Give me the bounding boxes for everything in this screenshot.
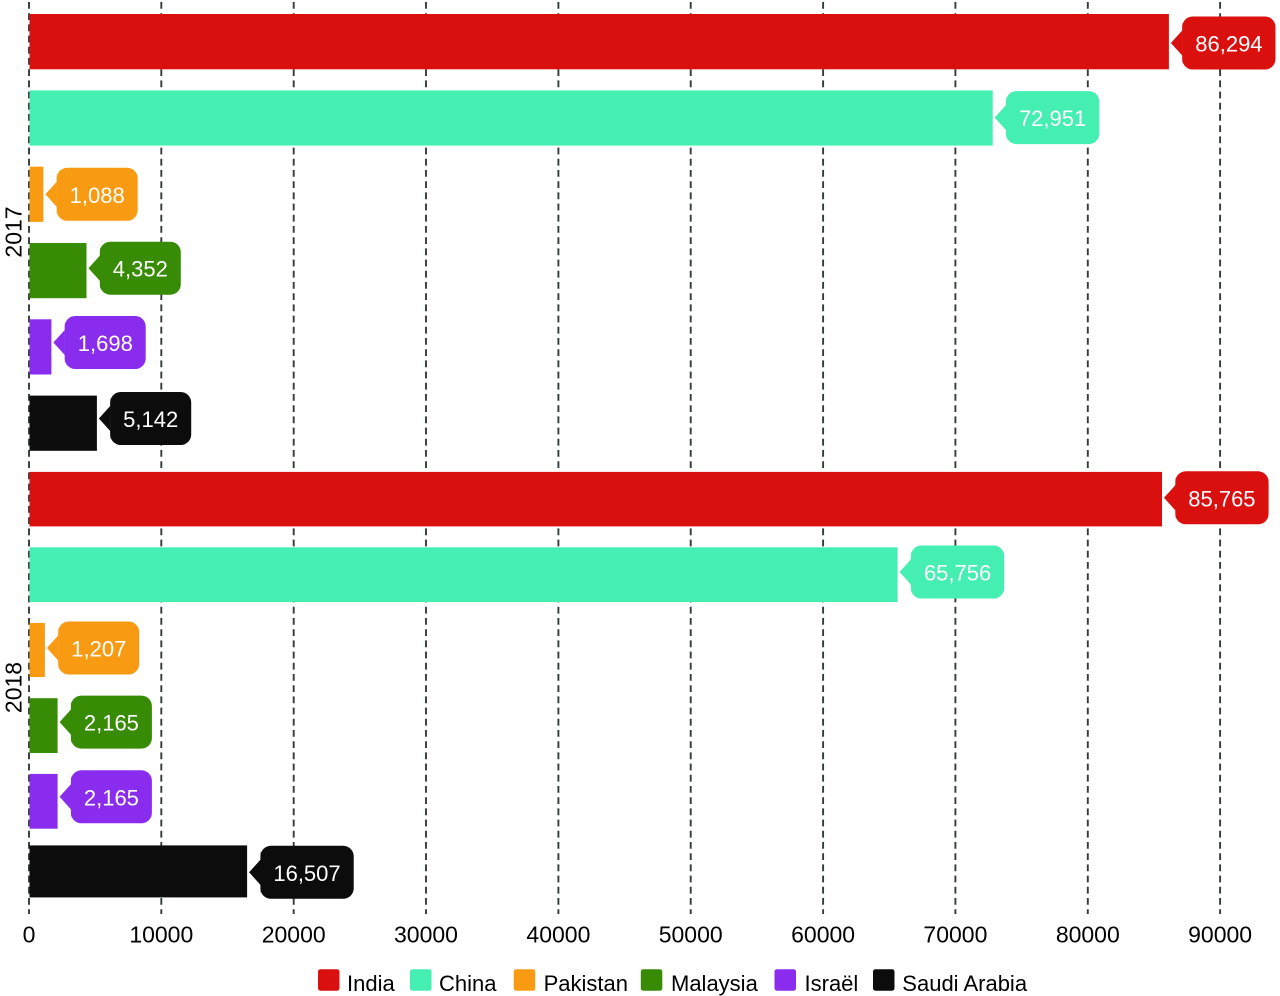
svg-text:Pakistan: Pakistan — [544, 971, 628, 996]
svg-text:90000: 90000 — [1188, 922, 1252, 948]
svg-text:80000: 80000 — [1056, 922, 1120, 948]
svg-text:86,294: 86,294 — [1195, 32, 1262, 57]
svg-text:40000: 40000 — [526, 922, 590, 948]
svg-text:30000: 30000 — [394, 922, 458, 948]
svg-text:5,142: 5,142 — [123, 407, 178, 432]
svg-text:1,698: 1,698 — [78, 331, 133, 356]
svg-text:1,088: 1,088 — [70, 183, 125, 208]
svg-text:70000: 70000 — [923, 922, 987, 948]
svg-text:2,165: 2,165 — [84, 711, 139, 736]
svg-text:85,765: 85,765 — [1188, 486, 1255, 511]
svg-text:20000: 20000 — [262, 922, 326, 948]
svg-text:50000: 50000 — [659, 922, 723, 948]
svg-text:4,352: 4,352 — [113, 257, 168, 282]
svg-text:India: India — [347, 971, 395, 996]
svg-text:65,756: 65,756 — [924, 561, 991, 586]
svg-text:0: 0 — [23, 922, 36, 948]
svg-text:Israël: Israël — [805, 971, 859, 996]
svg-text:Malaysia: Malaysia — [671, 971, 759, 996]
svg-text:2017: 2017 — [1, 206, 27, 257]
svg-text:16,507: 16,507 — [273, 861, 340, 886]
svg-text:72,951: 72,951 — [1019, 106, 1086, 131]
svg-text:1,207: 1,207 — [71, 637, 126, 662]
svg-text:2018: 2018 — [1, 662, 27, 713]
svg-text:10000: 10000 — [129, 922, 193, 948]
svg-text:60000: 60000 — [791, 922, 855, 948]
svg-text:2,165: 2,165 — [84, 785, 139, 810]
svg-text:Saudi Arabia: Saudi Arabia — [902, 971, 1028, 996]
svg-text:China: China — [439, 971, 497, 996]
